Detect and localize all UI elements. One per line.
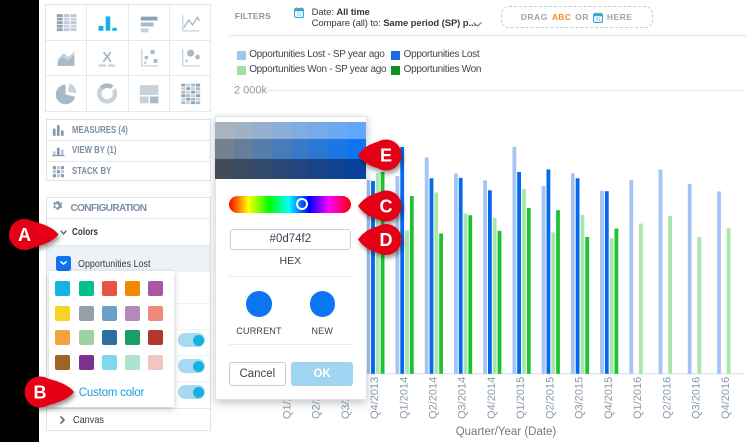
svg-text:Q2/2015: Q2/2015 — [544, 377, 556, 419]
svg-text:31: 31 — [595, 16, 601, 21]
svg-text:B: B — [34, 383, 47, 403]
svg-text:Q1/2014: Q1/2014 — [398, 377, 410, 419]
svg-text:Q4/2013: Q4/2013 — [369, 377, 381, 419]
svg-text:Q4/2016: Q4/2016 — [720, 377, 732, 419]
svg-text:X: X — [102, 50, 112, 66]
svg-text:A: A — [18, 225, 31, 245]
svg-text:31: 31 — [296, 11, 302, 16]
svg-text:Q1/2016: Q1/2016 — [632, 377, 644, 419]
svg-text:Q3/2015: Q3/2015 — [574, 377, 586, 419]
svg-text:Quarter/Year (Date): Quarter/Year (Date) — [456, 426, 557, 438]
svg-text:Q3/2016: Q3/2016 — [691, 377, 703, 419]
svg-text:2 000k: 2 000k — [234, 85, 268, 97]
svg-text:Q4/2015: Q4/2015 — [603, 377, 615, 419]
svg-text:Q3/2014: Q3/2014 — [457, 377, 469, 419]
svg-text:Q2/2016: Q2/2016 — [661, 377, 673, 419]
svg-text:Q4/2014: Q4/2014 — [486, 377, 498, 419]
svg-text:C: C — [380, 197, 393, 217]
svg-text:D: D — [380, 230, 393, 250]
svg-text:Q2/2014: Q2/2014 — [428, 377, 440, 419]
svg-text:Q1/2015: Q1/2015 — [515, 377, 527, 419]
svg-text:E: E — [380, 146, 392, 166]
